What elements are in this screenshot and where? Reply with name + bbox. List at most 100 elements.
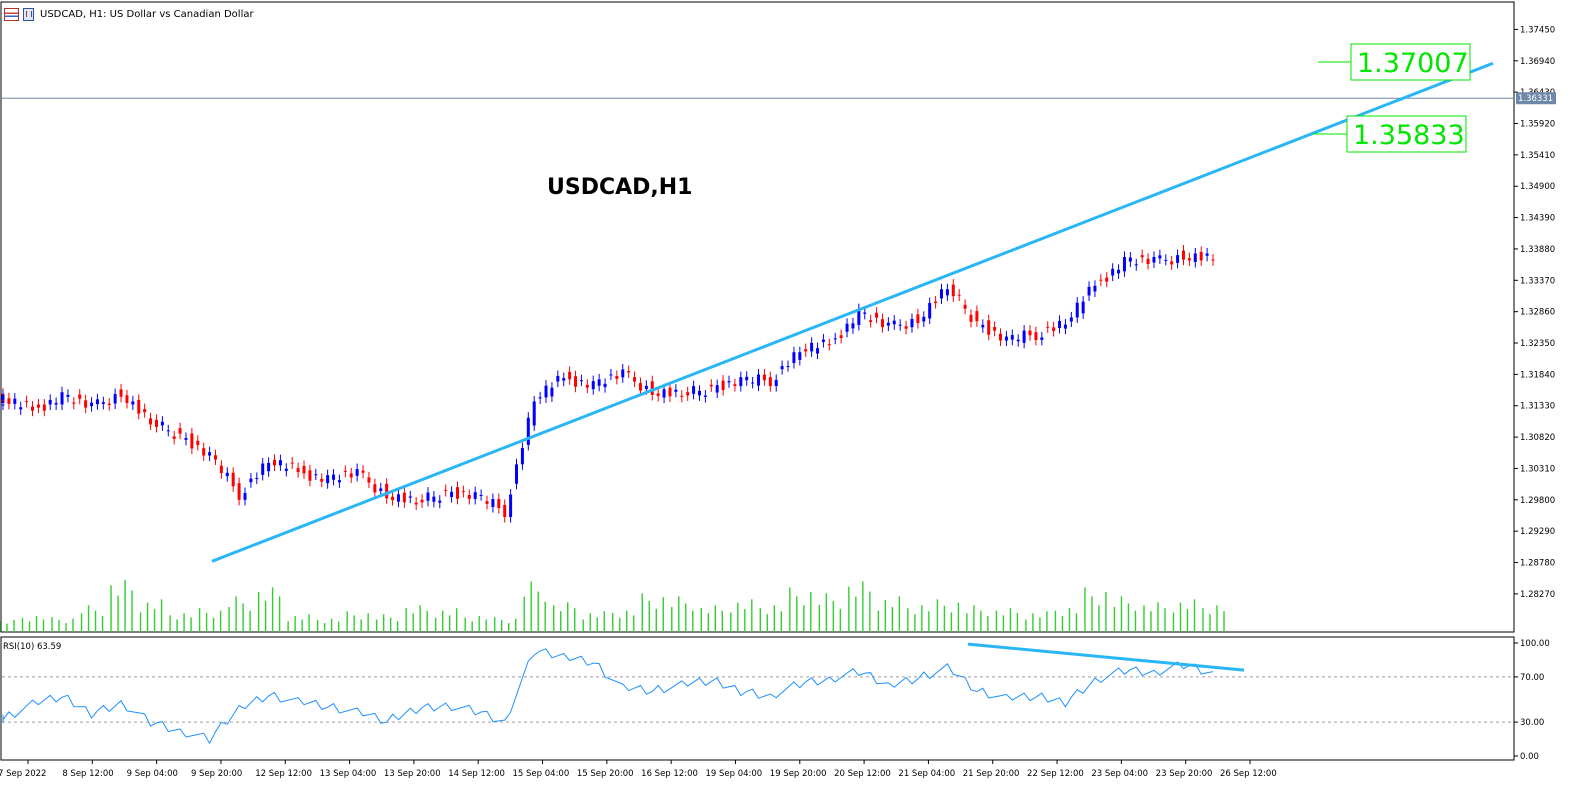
current-price-tag <box>1516 92 1556 105</box>
candle-body <box>101 402 105 404</box>
candle-body <box>237 483 241 500</box>
candle-body <box>768 377 772 387</box>
candle-body <box>1193 253 1197 262</box>
candle-body <box>680 395 684 397</box>
candle-body <box>686 392 690 396</box>
candle-body <box>745 376 749 381</box>
price-tick-label: 1.31330 <box>1520 402 1555 412</box>
time-tick-label: 22 Sep 12:00 <box>1027 769 1084 779</box>
candle-body <box>278 460 282 466</box>
candle-body <box>1063 324 1067 329</box>
candle-body <box>107 403 111 405</box>
candle-body <box>355 469 359 476</box>
candle-body <box>945 289 949 296</box>
price-annotation-1: 1.37007 <box>1318 43 1471 81</box>
candle-body <box>509 494 513 518</box>
symbol-description: USDCAD, H1: US Dollar vs Canadian Dollar <box>40 8 254 20</box>
candle-body <box>143 409 147 413</box>
candle-body <box>1058 320 1062 328</box>
candle-body <box>225 472 229 477</box>
candle-body <box>1075 302 1079 318</box>
candle-body <box>993 327 997 331</box>
candle-body <box>90 402 94 407</box>
candle-body <box>31 406 35 411</box>
price-tick-label: 1.34900 <box>1520 182 1555 192</box>
candle-body <box>1 401 5 403</box>
candle-body <box>520 447 524 465</box>
candle-body <box>78 394 82 399</box>
candle-body <box>515 464 519 484</box>
candle-body <box>231 472 235 487</box>
price-trendline <box>211 61 1494 563</box>
price-tick-label: 1.33370 <box>1520 276 1555 286</box>
candle-body <box>420 499 424 503</box>
candle-body <box>662 389 666 398</box>
candle-body <box>751 382 755 384</box>
candle-body <box>72 402 76 404</box>
price-axis: 1.374501.369401.364301.359201.354101.349… <box>1514 25 1555 600</box>
candle-body <box>385 483 389 499</box>
annotation-box <box>1350 43 1471 81</box>
candle-body <box>863 312 867 314</box>
candle-body <box>249 478 253 483</box>
candle-body <box>1181 250 1185 260</box>
candle-body <box>208 452 212 456</box>
candle-body <box>692 386 696 394</box>
candle-body <box>202 448 206 456</box>
candle-body <box>780 366 784 370</box>
candle-body <box>160 421 164 426</box>
time-tick-label: 19 Sep 20:00 <box>770 769 827 779</box>
candle-body <box>196 440 200 446</box>
price-tick-label: 1.31840 <box>1520 370 1555 380</box>
candle-body <box>1152 256 1156 263</box>
candle-body <box>591 381 595 390</box>
candle-body <box>1187 258 1191 261</box>
candle-body <box>255 477 259 479</box>
candle-body <box>166 430 170 432</box>
candle-body <box>267 462 271 472</box>
candle-body <box>916 314 920 324</box>
candle-body <box>1111 268 1115 276</box>
candle-body <box>408 496 412 498</box>
candle-body <box>1093 285 1097 292</box>
candle-body <box>886 322 890 326</box>
time-tick-label: 14 Sep 12:00 <box>448 769 505 779</box>
candle-body <box>19 407 23 410</box>
price-tick-label: 1.29800 <box>1520 496 1555 506</box>
time-tick-label: 20 Sep 12:00 <box>834 769 891 779</box>
candle-body <box>1205 253 1209 256</box>
chart-type-icon[interactable] <box>23 7 34 21</box>
time-tick-label: 7 Sep 2022 <box>0 769 46 779</box>
candle-body <box>544 385 548 398</box>
candle-body <box>910 318 914 328</box>
candle-body <box>1128 257 1132 262</box>
time-tick-label: 21 Sep 20:00 <box>963 769 1020 779</box>
candle-body <box>845 323 849 332</box>
candle-body <box>703 395 707 398</box>
candle-body <box>137 399 141 414</box>
price-tick-label: 1.29290 <box>1520 527 1555 537</box>
candle-body <box>892 320 896 325</box>
candle-body <box>461 491 465 493</box>
candle-body <box>816 348 820 354</box>
candle-body <box>880 319 884 328</box>
candle-body <box>402 492 406 503</box>
candle-body <box>450 491 454 498</box>
rsi-line <box>2 648 1214 745</box>
candle-body <box>66 394 70 397</box>
candle-body <box>562 378 566 381</box>
candle-body <box>833 338 837 340</box>
price-tick-label: 1.28270 <box>1520 590 1555 600</box>
rsi-tick-label: 70.00 <box>1520 673 1544 683</box>
time-tick-label: 13 Sep 20:00 <box>384 769 441 779</box>
candle-body <box>48 399 52 405</box>
candle-body <box>603 383 607 388</box>
candle-body <box>538 397 542 399</box>
candle-body <box>898 324 902 326</box>
candle-body <box>1099 279 1103 281</box>
candle-body <box>332 474 336 480</box>
volume-bars <box>0 580 1225 632</box>
chart-window-icon[interactable] <box>4 7 19 21</box>
candle-body <box>869 320 873 322</box>
